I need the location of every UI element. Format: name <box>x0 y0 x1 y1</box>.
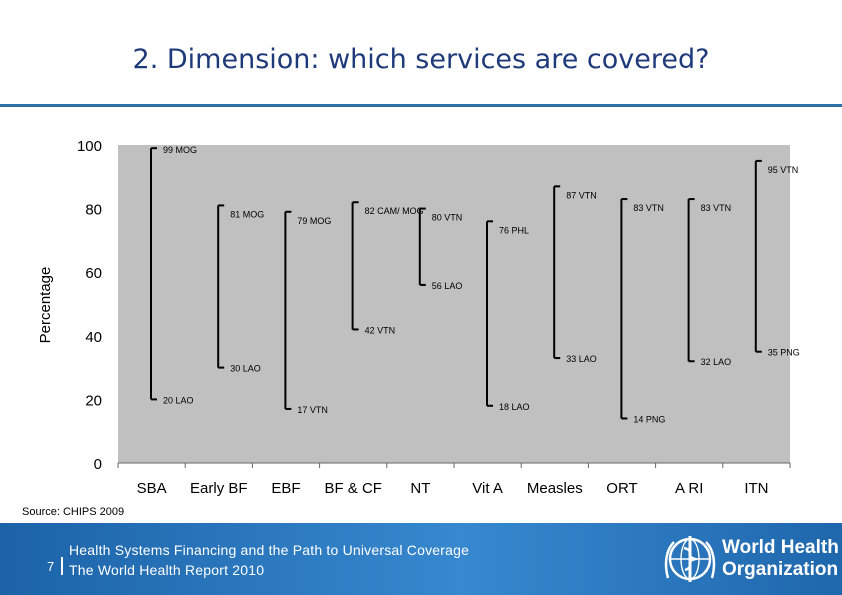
slide-title: 2. Dimension: which services are covered… <box>132 44 710 75</box>
y-axis-label: Percentage <box>37 267 54 344</box>
page-separator <box>61 557 63 575</box>
range-chart: 0 20 40 60 80 100 Percentage SBA Early BF EBF BF &… <box>37 138 800 497</box>
title-divider <box>0 104 842 107</box>
report-subtitle: The World Health Report 2010 <box>69 562 265 578</box>
range-high-label: 79 MOG <box>297 216 331 226</box>
range-low-label: 18 LAO <box>499 402 530 412</box>
range-high-label: 95 VTN <box>768 165 799 175</box>
source-note: Source: CHIPS 2009 <box>22 506 125 518</box>
page-number: 7 <box>47 559 55 574</box>
range-low-label: 30 LAO <box>230 364 261 374</box>
range-low-label: 42 VTN <box>365 325 396 335</box>
org-name-line2: Organization <box>722 559 839 580</box>
report-title: Health Systems Financing and the Path to… <box>69 542 470 558</box>
x-tick-label: ORT <box>606 480 637 497</box>
y-tick-label: 100 <box>77 138 102 155</box>
range-low-label: 20 LAO <box>163 395 194 405</box>
range-high-label: 76 PHL <box>499 225 529 235</box>
y-tick-label: 0 <box>94 456 102 473</box>
who-emblem-icon <box>664 536 716 582</box>
x-tick-label: Measles <box>527 480 583 497</box>
range-low-label: 56 LAO <box>432 281 463 291</box>
x-tick-label: ITN <box>744 480 768 497</box>
range-low-label: 17 VTN <box>297 405 328 415</box>
range-low-label: 35 PNG <box>768 348 800 358</box>
x-tick-label: BF & CF <box>324 480 382 497</box>
plot-area <box>118 145 790 463</box>
x-tick-label: A RI <box>675 480 703 497</box>
x-tick-label: Vit A <box>472 480 503 497</box>
range-high-label: 87 VTN <box>566 190 597 200</box>
org-name-line1: World Health <box>722 537 839 558</box>
y-tick-label: 40 <box>85 329 102 346</box>
range-high-label: 81 MOG <box>230 209 264 219</box>
range-high-label: 80 VTN <box>432 213 463 223</box>
who-wordmark: World Health Organization <box>722 537 839 581</box>
y-tick-label: 20 <box>85 392 102 409</box>
range-high-label: 83 VTN <box>633 203 664 213</box>
x-tick-label: EBF <box>271 480 300 497</box>
range-high-label: 83 VTN <box>701 203 732 213</box>
range-low-label: 14 PNG <box>633 414 665 424</box>
range-high-label: 82 CAM/ MOG <box>365 206 424 216</box>
x-tick-label: SBA <box>137 480 167 497</box>
x-tick-label: NT <box>410 480 430 497</box>
y-tick-label: 60 <box>85 265 102 282</box>
range-low-label: 32 LAO <box>701 357 732 367</box>
range-high-label: 99 MOG <box>163 145 197 155</box>
range-low-label: 33 LAO <box>566 354 597 364</box>
footer-band: 7 Health Systems Financing and the Path … <box>0 523 842 595</box>
y-tick-label: 80 <box>85 202 102 219</box>
x-tick-label: Early BF <box>190 480 248 497</box>
